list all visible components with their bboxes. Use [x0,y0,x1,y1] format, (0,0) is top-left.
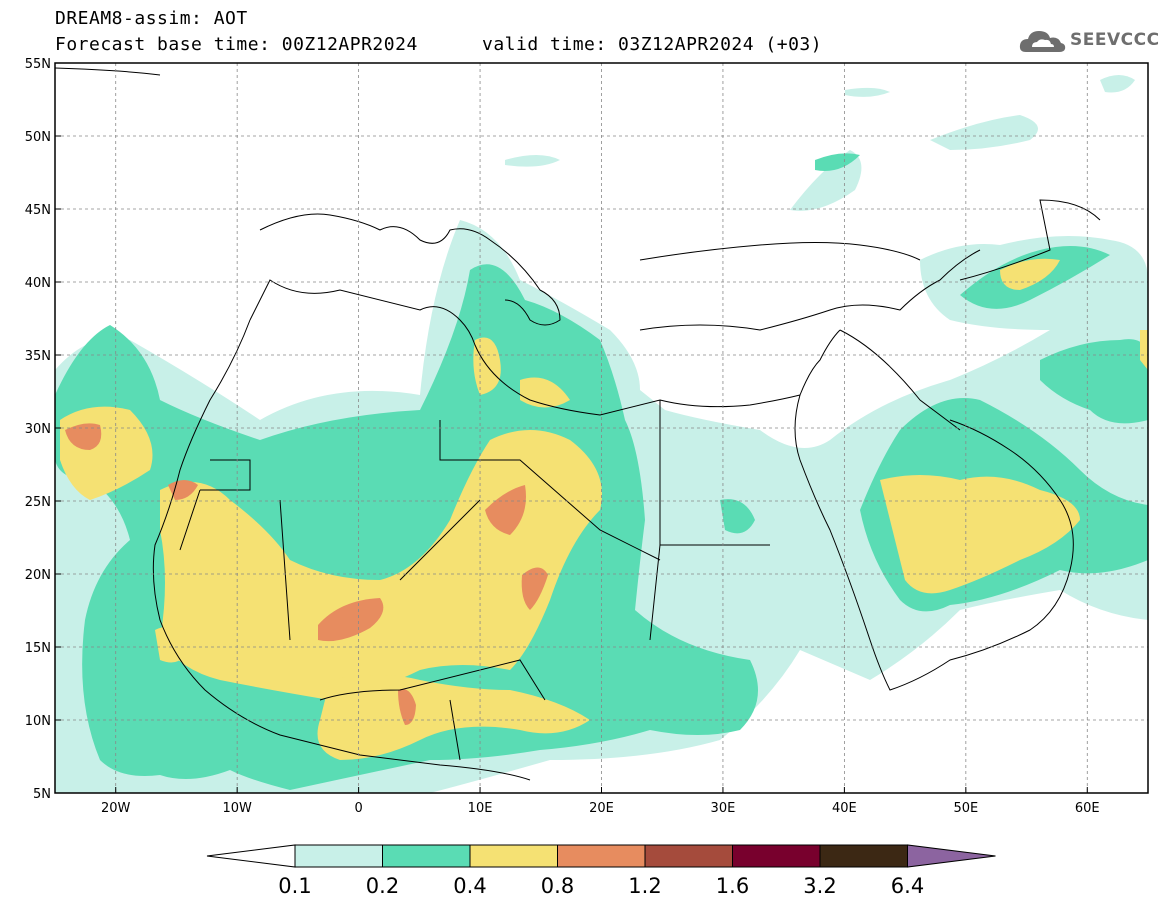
colorbar-segment [644,844,733,868]
lat-tick-label: 30N [25,422,51,437]
colorbar-label: 0.4 [453,874,486,898]
lat-tick-label: 25N [25,495,51,510]
colorbar-segment [382,844,471,868]
aot-contours [55,63,1148,793]
lon-tick-label: 10W [222,801,252,816]
lat-tick-label: 55N [25,57,51,72]
gridlines [55,63,1148,793]
colorbar-segment [732,844,821,868]
lat-tick-label: 10N [25,714,51,729]
colorbar-segment [819,844,908,868]
colorbar-segment [557,844,646,868]
lat-tick-label: 5N [33,787,51,802]
lat-tick-label: 20N [25,568,51,583]
colorbar-label: 0.8 [541,874,574,898]
colorbar: 0.1 0.2 0.4 0.8 1.2 1.6 3.2 6.4 [206,844,996,898]
logo-text: SEEVCCC [1070,30,1160,50]
colorbar-label: 0.1 [278,874,311,898]
colorbar-label: 3.2 [803,874,836,898]
lon-tick-label: 20E [589,801,614,816]
lat-tick-label: 45N [25,203,51,218]
colorbar-arrow-high [907,844,996,868]
lon-tick-label: 0 [354,801,362,816]
colorbar-label: 1.2 [628,874,661,898]
lon-tick-label: 30E [711,801,736,816]
lat-tick-label: 35N [25,349,51,364]
seevccc-logo: SEEVCCC [1018,26,1159,56]
lon-tick-label: 40E [832,801,857,816]
lon-tick-label: 20W [101,801,131,816]
cloud-icon [1019,31,1066,52]
lon-tick-label: 50E [953,801,978,816]
colorbar-segment [294,844,383,868]
valid-time: valid time: 03Z12APR2024 (+03) [482,34,823,55]
lat-tick-label: 40N [25,276,51,291]
latitude-axis: 55N 50N 45N 40N 35N 30N 25N 20N 15N 10N 5N [25,57,61,802]
lat-tick-label: 15N [25,641,51,656]
colorbar-label: 0.2 [366,874,399,898]
lon-tick-label: 10E [468,801,493,816]
colorbar-label: 6.4 [891,874,924,898]
colorbar-label: 1.6 [716,874,749,898]
colorbar-arrow-low [206,844,296,868]
forecast-base-time: Forecast base time: 00Z12APR2024 [55,34,418,55]
lon-tick-label: 60E [1075,801,1100,816]
map-title: DREAM8-assim: AOT [55,8,248,29]
lat-tick-label: 50N [25,130,51,145]
colorbar-segment [469,844,558,868]
longitude-axis: 20W 10W 0 10E 20E 30E 40E 50E 60E [101,787,1100,816]
